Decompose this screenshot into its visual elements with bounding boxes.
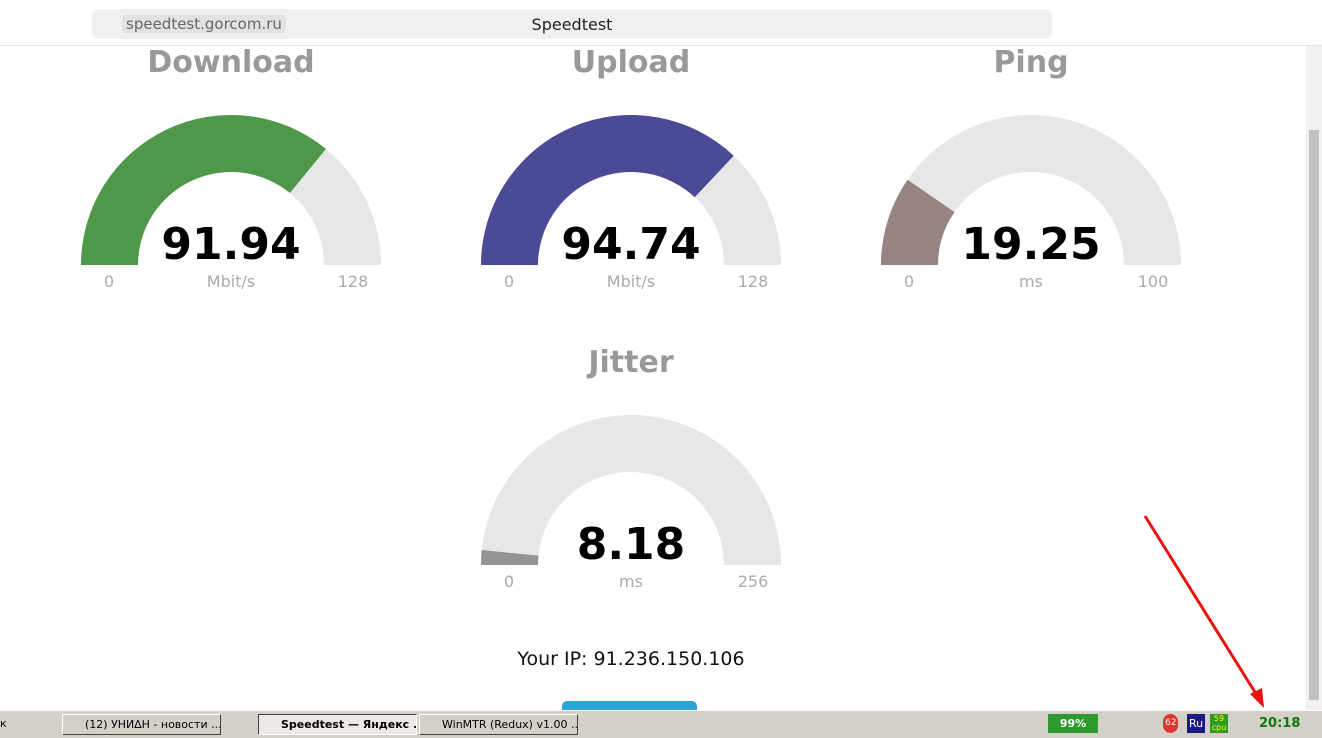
address-bar[interactable]: speedtest.gorcom.ru Speedtest bbox=[92, 9, 1052, 39]
scroll-thumb[interactable] bbox=[1309, 130, 1319, 700]
gauge-max: 128 bbox=[338, 272, 369, 291]
task-button[interactable]: (12) УНИ∆Н - новости ... bbox=[62, 714, 221, 735]
browser-bar: speedtest.gorcom.ru Speedtest bbox=[0, 0, 1322, 46]
badge[interactable]: 62 bbox=[1163, 714, 1179, 733]
gauge-value bbox=[481, 549, 539, 565]
gauges: Download 91.94 Mbit/s 0 128 Upload 94.74 Mbit/s… bbox=[81, 45, 1181, 591]
gauge-title: Jitter bbox=[586, 345, 673, 380]
task-button[interactable]: Speedtest — Яндекс ... bbox=[258, 714, 417, 735]
taskbar: к (12) УНИ∆Н - новости ... Speedtest — Я… bbox=[0, 710, 1322, 738]
gauge-value bbox=[481, 115, 734, 265]
gauge-value-label: 91.94 bbox=[161, 219, 300, 270]
gauge-unit: Mbit/s bbox=[607, 272, 655, 291]
gauge-max: 256 bbox=[738, 572, 769, 591]
gauge-track bbox=[881, 115, 1181, 265]
gauge-unit: ms bbox=[619, 572, 643, 591]
gauge-value-label: 94.74 bbox=[561, 219, 700, 270]
tab-title: Speedtest bbox=[531, 15, 613, 34]
gauge-title: Download bbox=[147, 45, 314, 80]
url[interactable]: speedtest.gorcom.ru bbox=[122, 15, 286, 33]
gauge-min: 0 bbox=[904, 272, 914, 291]
clock[interactable]: 20:18 bbox=[1259, 716, 1301, 731]
edge-item[interactable]: к bbox=[0, 717, 7, 730]
gauge-value-label: 19.25 bbox=[961, 219, 1100, 270]
gauge-title: Upload bbox=[572, 45, 690, 80]
cpu: 59 cpu bbox=[1210, 714, 1228, 733]
gauge-min: 0 bbox=[104, 272, 114, 291]
gauge-value-label: 8.18 bbox=[577, 519, 686, 570]
language[interactable]: Ru bbox=[1187, 714, 1206, 733]
gauge-max: 128 bbox=[738, 272, 769, 291]
gauge-track bbox=[481, 415, 781, 565]
gauge-unit: ms bbox=[1019, 272, 1043, 291]
gauge-title: Ping bbox=[993, 45, 1068, 80]
gauge-value bbox=[81, 114, 326, 266]
battery[interactable]: 99% bbox=[1048, 714, 1098, 733]
cpu-label: cpu bbox=[1211, 723, 1227, 732]
task-button[interactable]: WinMTR (Redux) v1.00 ... bbox=[419, 714, 578, 735]
gauge-unit: Mbit/s bbox=[207, 272, 255, 291]
scrollbar[interactable] bbox=[1306, 46, 1322, 710]
gauge-min: 0 bbox=[504, 572, 514, 591]
gauge-value bbox=[881, 179, 955, 265]
cpu-value: 59 bbox=[1213, 714, 1225, 723]
ip-text: Your IP: 91.236.150.106 bbox=[517, 648, 745, 670]
gauge-max: 100 bbox=[1138, 272, 1169, 291]
gauge-min: 0 bbox=[504, 272, 514, 291]
